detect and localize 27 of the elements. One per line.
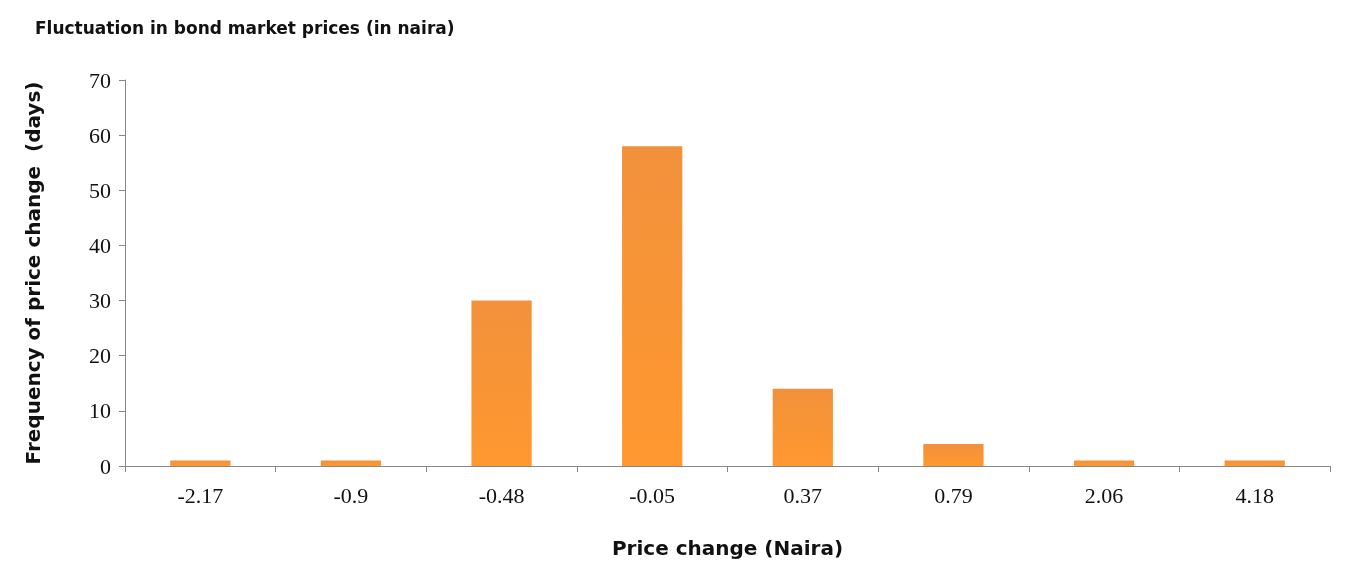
y-tick-label: 30 — [89, 288, 111, 314]
y-tick-label: 40 — [89, 232, 111, 258]
bar — [1073, 460, 1135, 466]
x-tick-label: 4.18 — [1235, 482, 1274, 508]
bar — [471, 300, 532, 466]
bar — [772, 388, 833, 466]
y-tick-label: 0 — [100, 453, 111, 479]
x-tick-label: -2.17 — [177, 482, 224, 508]
chart-title: Fluctuation in bond market prices (in naira) — [35, 17, 455, 38]
y-tick-label: 70 — [89, 67, 111, 93]
x-axis-title: Price change (Naira) — [611, 536, 844, 560]
x-tick-label: 0.37 — [783, 482, 823, 508]
x-tick-label: 2.06 — [1084, 482, 1124, 508]
y-axis-title: Frequency of price change (days) — [21, 81, 45, 465]
y-tick-label: 10 — [89, 398, 111, 424]
bar — [320, 460, 382, 466]
bar — [923, 443, 984, 466]
x-tick-label: -0.05 — [629, 482, 676, 508]
y-tick-label: 50 — [89, 177, 111, 203]
x-tick-label: -0.48 — [478, 482, 525, 508]
y-tick-label: 60 — [89, 122, 111, 148]
bar — [170, 460, 231, 466]
y-tick-label: 20 — [89, 343, 111, 369]
x-tick-label: 0.79 — [934, 482, 973, 508]
bar — [622, 146, 683, 466]
x-tick-label: -0.9 — [333, 482, 369, 508]
bar — [1224, 460, 1285, 466]
